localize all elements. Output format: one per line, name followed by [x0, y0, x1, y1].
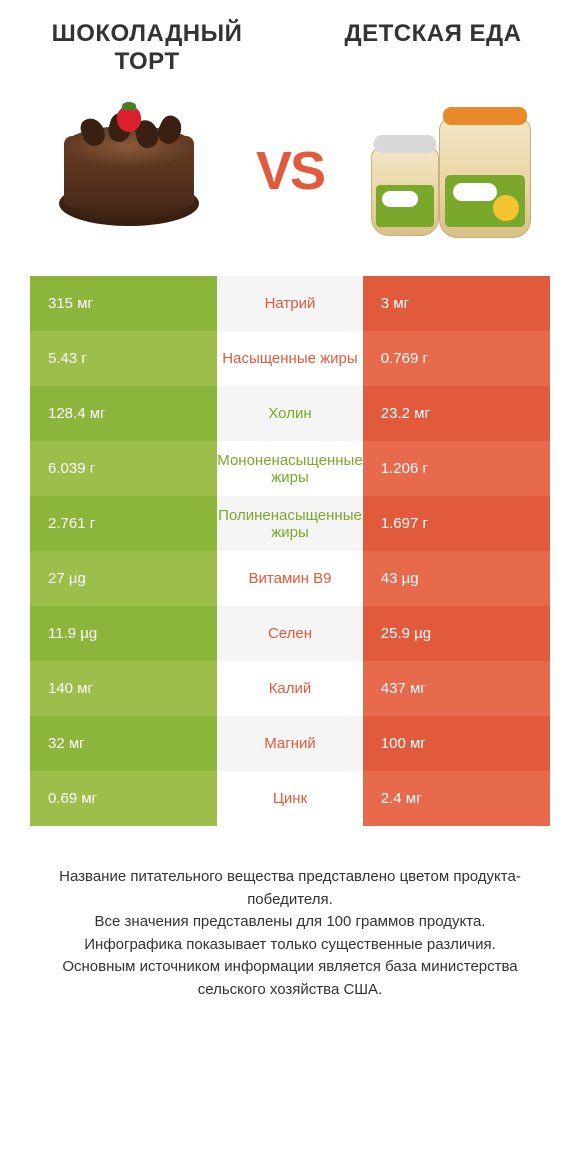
table-row: 140 мгКалий437 мг [30, 661, 550, 716]
infographic: ШОКОЛАДНЫЙ ТОРТ ДЕТСКАЯ ЕДА VS 315 мгНат… [0, 0, 580, 1021]
header: ШОКОЛАДНЫЙ ТОРТ ДЕТСКАЯ ЕДА [30, 20, 550, 76]
comparison-table: 315 мгНатрий3 мг5.43 гНасыщенные жиры0.7… [30, 276, 550, 826]
nutrient-label: Селен [217, 606, 363, 661]
jars-icon [371, 96, 531, 246]
right-value: 25.9 µg [363, 606, 550, 661]
left-value: 315 мг [30, 276, 217, 331]
table-row: 11.9 µgСелен25.9 µg [30, 606, 550, 661]
nutrient-label: Магний [217, 716, 363, 771]
right-value: 0.769 г [363, 331, 550, 386]
left-value: 32 мг [30, 716, 217, 771]
nutrient-label: Мононенасыщенные жиры [217, 441, 363, 496]
table-row: 0.69 мгЦинк2.4 мг [30, 771, 550, 826]
right-value: 100 мг [363, 716, 550, 771]
nutrient-label: Натрий [217, 276, 363, 331]
table-row: 27 µgВитамин B943 µg [30, 551, 550, 606]
nutrient-label: Холин [217, 386, 363, 441]
product-left-image [30, 106, 228, 236]
nutrient-label: Насыщенные жиры [217, 331, 363, 386]
left-value: 140 мг [30, 661, 217, 716]
footer-line: Название питательного вещества представл… [40, 866, 540, 911]
left-value: 0.69 мг [30, 771, 217, 826]
right-value: 43 µg [363, 551, 550, 606]
nutrient-label: Витамин B9 [217, 551, 363, 606]
product-right-image [352, 96, 550, 246]
table-row: 315 мгНатрий3 мг [30, 276, 550, 331]
right-value: 437 мг [363, 661, 550, 716]
table-row: 6.039 гМононенасыщенные жиры1.206 г [30, 441, 550, 496]
footer-text: Название питательного вещества представл… [30, 866, 550, 1001]
title-left: ШОКОЛАДНЫЙ ТОРТ [30, 20, 264, 76]
right-value: 1.697 г [363, 496, 550, 551]
nutrient-label: Полиненасыщенные жиры [217, 496, 363, 551]
table-row: 2.761 гПолиненасыщенные жиры1.697 г [30, 496, 550, 551]
footer-line: Основным источником информации является … [40, 956, 540, 1001]
table-row: 5.43 гНасыщенные жиры0.769 г [30, 331, 550, 386]
left-value: 2.761 г [30, 496, 217, 551]
right-value: 23.2 мг [363, 386, 550, 441]
left-value: 128.4 мг [30, 386, 217, 441]
nutrient-label: Калий [217, 661, 363, 716]
right-value: 1.206 г [363, 441, 550, 496]
nutrient-label: Цинк [217, 771, 363, 826]
vs-label: VS [256, 140, 324, 202]
left-value: 27 µg [30, 551, 217, 606]
images-row: VS [30, 86, 550, 256]
right-value: 2.4 мг [363, 771, 550, 826]
left-value: 11.9 µg [30, 606, 217, 661]
title-right: ДЕТСКАЯ ЕДА [316, 20, 550, 48]
table-row: 32 мгМагний100 мг [30, 716, 550, 771]
cake-icon [54, 106, 204, 236]
left-value: 5.43 г [30, 331, 217, 386]
footer-line: Инфографика показывает только существенн… [40, 934, 540, 957]
left-value: 6.039 г [30, 441, 217, 496]
table-row: 128.4 мгХолин23.2 мг [30, 386, 550, 441]
footer-line: Все значения представлены для 100 граммо… [40, 911, 540, 934]
right-value: 3 мг [363, 276, 550, 331]
